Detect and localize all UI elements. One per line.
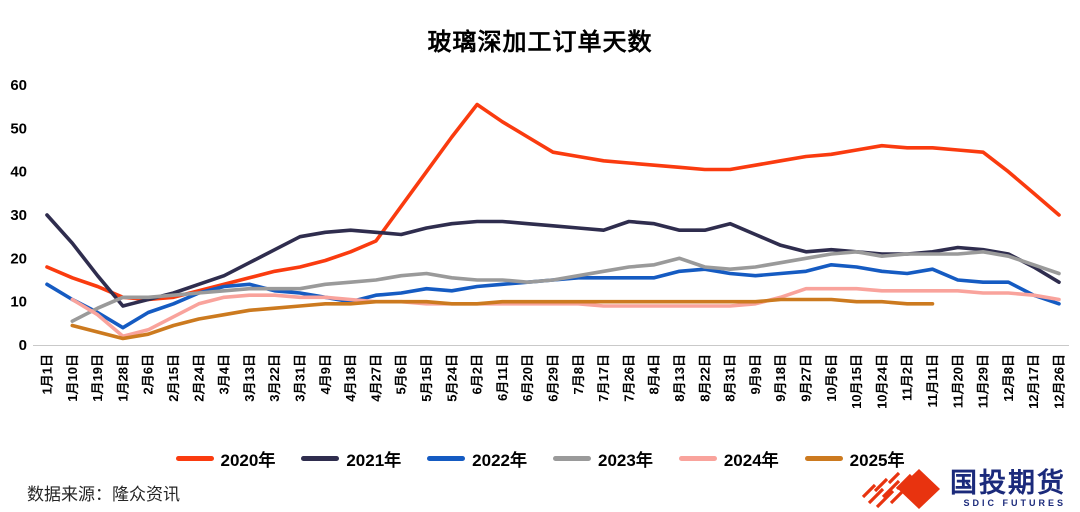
x-tick-label: 8月22日 [697, 354, 712, 402]
legend-swatch-icon [175, 456, 214, 461]
y-tick-label: 20 [10, 250, 27, 267]
legend-item-2020年: 2020年 [175, 446, 276, 471]
logo: 国投期货 SDIC FUTURES [860, 466, 1066, 512]
x-tick-label: 12月26日 [1052, 354, 1067, 409]
legend-item-2024年: 2024年 [678, 446, 779, 471]
legend-label: 2021年 [346, 451, 402, 470]
x-tick-label: 12月8日 [1001, 354, 1016, 402]
x-tick-label: 5月6日 [394, 354, 409, 394]
x-tick-label: 2月6日 [141, 354, 156, 394]
x-tick-label: 8月13日 [672, 354, 687, 402]
series-line-2024年 [70, 286, 1061, 339]
x-tick-label: 10月6日 [824, 354, 839, 402]
legend-swatch-icon [301, 456, 340, 461]
x-tick-label: 7月17日 [596, 354, 611, 402]
x-tick-label: 11月11日 [925, 354, 940, 408]
legend-label: 2023年 [598, 451, 653, 470]
legend-item-2023年: 2023年 [553, 446, 653, 471]
x-tick-label: 10月24日 [874, 354, 889, 409]
x-tick-label: 2月24日 [191, 354, 206, 402]
x-tick-label: 4月27日 [368, 354, 383, 402]
x-tick-label: 6月29日 [546, 354, 561, 402]
legend-swatch-icon [427, 456, 466, 461]
x-tick-label: 8月31日 [723, 354, 738, 402]
chart-title: 玻璃深加工订单天数 [427, 29, 653, 56]
x-tick-label: 1月10日 [65, 354, 80, 402]
source-note: 数据来源：隆众资讯 [27, 485, 180, 504]
y-tick-label: 50 [10, 120, 27, 137]
x-tick-label: 3月22日 [267, 354, 282, 402]
y-tick-label: 30 [10, 207, 27, 224]
logo-mark-icon [861, 469, 940, 509]
legend-swatch-icon [804, 456, 843, 461]
x-tick-label: 6月11日 [495, 354, 510, 401]
logo-name-cn: 国投期货 [950, 468, 1066, 498]
legend-label: 2020年 [220, 451, 276, 470]
x-tick-label: 2月15日 [166, 354, 181, 402]
legend-swatch-icon [553, 456, 591, 461]
x-tick-label: 1月19日 [90, 354, 105, 402]
legend-item-2025年: 2025年 [804, 446, 905, 471]
legend-item-2021年: 2021年 [301, 446, 401, 471]
legend-swatch-icon [678, 456, 717, 461]
x-tick-label: 4月18日 [343, 354, 358, 402]
y-tick-label: 60 [10, 77, 27, 94]
y-tick-label: 10 [10, 294, 27, 311]
x-tick-label: 3月13日 [242, 354, 257, 402]
y-tick-label: 0 [19, 337, 27, 354]
legend-item-2022年: 2022年 [427, 446, 527, 471]
x-tick-label: 11月29日 [976, 354, 991, 408]
legend-label: 2022年 [472, 451, 527, 470]
series-line-2020年 [45, 102, 1061, 302]
legend-label: 2025年 [849, 451, 905, 470]
x-tick-label: 11月2日 [900, 354, 915, 401]
x-tick-label: 5月24日 [444, 354, 459, 402]
x-tick-label: 12月17日 [1026, 354, 1041, 409]
logo-name-en: SDIC FUTURES [963, 498, 1066, 508]
x-tick-label: 6月20日 [520, 354, 535, 402]
series-line-2023年 [70, 250, 1061, 324]
x-tick-label: 11月20日 [950, 354, 965, 408]
x-tick-label: 9月27日 [799, 354, 814, 402]
x-tick-label: 3月4日 [217, 354, 232, 394]
x-tick-label: 1月1日 [40, 354, 55, 394]
x-tick-label: 3月31日 [293, 354, 308, 402]
x-tick-label: 7月26日 [621, 354, 636, 402]
x-tick-label: 9月9日 [748, 354, 763, 394]
x-tick-label: 4月9日 [318, 354, 333, 394]
x-tick-label: 5月15日 [419, 354, 434, 402]
legend-label: 2024年 [723, 451, 779, 470]
series-line-2025年 [70, 297, 935, 341]
x-tick-label: 10月15日 [849, 354, 864, 409]
x-tick-label: 9月18日 [773, 354, 788, 402]
x-tick-label: 7月8日 [571, 354, 586, 394]
x-tick-label: 1月28日 [115, 354, 130, 402]
chart-legend: 2020年 2021年 2022年 2023年 2024年 2025年 [0, 446, 1080, 471]
y-tick-label: 40 [10, 164, 27, 181]
x-tick-label: 8月4日 [647, 354, 662, 394]
x-tick-label: 6月2日 [470, 354, 485, 394]
